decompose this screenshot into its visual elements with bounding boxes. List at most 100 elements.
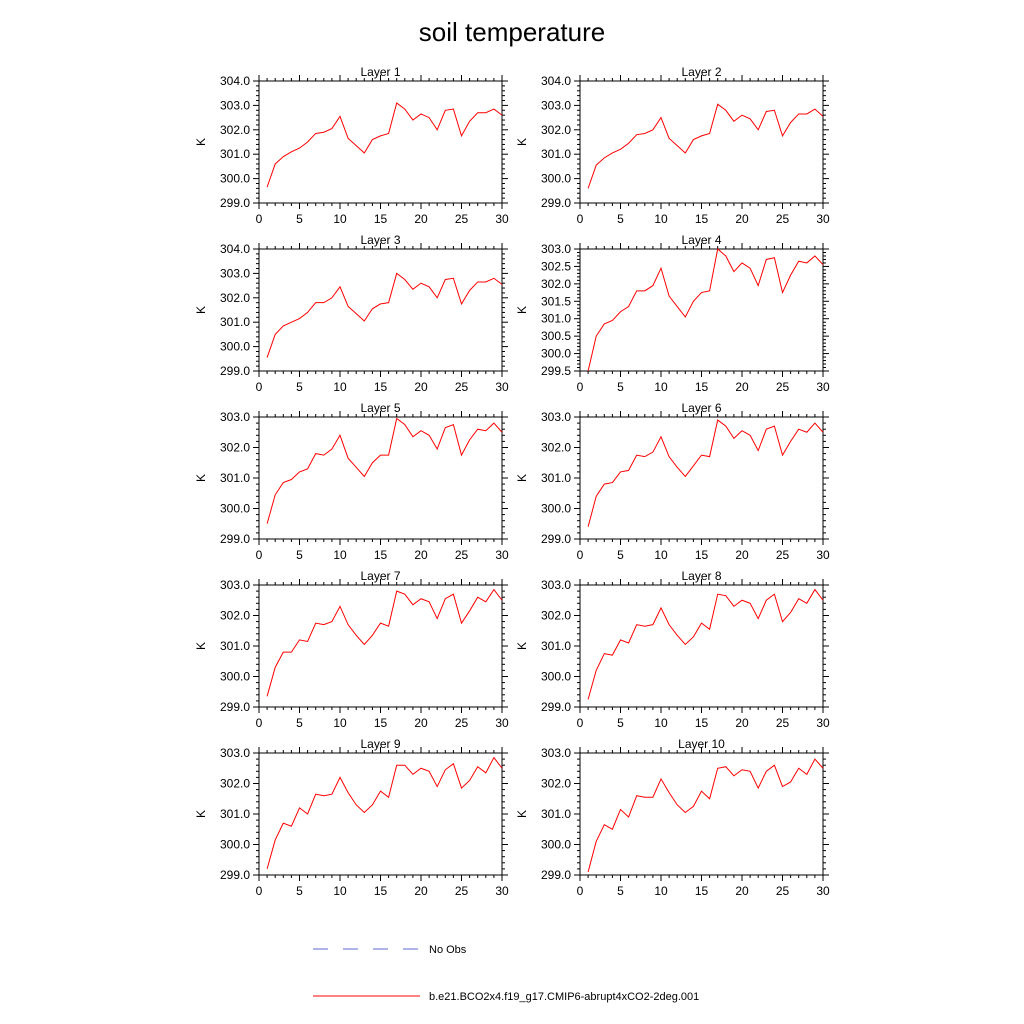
x-tick-label: 0: [256, 548, 263, 562]
x-tick-label: 0: [256, 716, 263, 730]
panel-title: Layer 6: [681, 401, 721, 415]
x-tick-label: 5: [617, 716, 624, 730]
panel-layer-9: Layer 9 K 299.0 300.0 301.0 302.0 303.0 0 5 10 15 2…: [194, 737, 509, 898]
y-tick-label: 301.0: [220, 147, 250, 161]
x-tick-label: 25: [776, 212, 790, 226]
x-tick-label: 10: [333, 380, 347, 394]
legend: No Obs b.e21.BCO2x4.f19_g17.CMIP6-abrupt…: [313, 944, 699, 1003]
x-tick-label: 15: [374, 380, 388, 394]
x-tick-label: 15: [695, 548, 709, 562]
x-tick-label: 25: [455, 380, 469, 394]
x-tick-label: 5: [617, 380, 624, 394]
y-tick-label: 301.0: [541, 471, 571, 485]
series-line: [266, 417, 503, 524]
y-tick-label: 299.0: [541, 700, 571, 714]
y-tick-label: 303.0: [541, 578, 571, 592]
x-tick-label: 5: [617, 548, 624, 562]
x-tick-label: 20: [414, 716, 428, 730]
y-tick-label: 303.0: [541, 98, 571, 112]
x-tick-label: 30: [495, 380, 509, 394]
panel-layer-7: Layer 7 K 299.0 300.0 301.0 302.0 303.0 0 5 10 15 2…: [194, 569, 509, 730]
x-tick-label: 20: [735, 380, 749, 394]
x-tick-label: 0: [256, 884, 263, 898]
x-tick-label: 20: [735, 212, 749, 226]
x-tick-label: 30: [495, 212, 509, 226]
y-tick-label: 302.0: [220, 609, 250, 623]
x-tick-label: 15: [695, 884, 709, 898]
y-axis-label: K: [515, 306, 529, 314]
y-tick-label: 299.0: [220, 868, 250, 882]
x-tick-label: 25: [776, 884, 790, 898]
x-tick-label: 0: [577, 716, 584, 730]
y-tick-label: 300.0: [220, 670, 250, 684]
y-tick-label: 302.0: [220, 777, 250, 791]
y-tick-label: 300.0: [220, 838, 250, 852]
x-tick-label: 30: [816, 380, 830, 394]
y-tick-label: 300.0: [541, 172, 571, 186]
x-tick-label: 15: [374, 548, 388, 562]
y-tick-label: 301.0: [220, 471, 250, 485]
series-line: [587, 758, 824, 873]
y-tick-label: 300.5: [541, 329, 571, 343]
panel-layer-1: Layer 1 K 299.0 300.0 301.0 302.0 303.0 304.0 0 5…: [194, 65, 509, 226]
panel-title: Layer 10: [678, 737, 725, 751]
panel-title: Layer 1: [360, 65, 400, 79]
series-line: [587, 588, 824, 700]
plot-frame: [579, 752, 824, 876]
y-tick-label: 301.0: [220, 315, 250, 329]
y-axis-label: K: [515, 474, 529, 482]
panel-layer-6: Layer 6 K 299.0 300.0 301.0 302.0 303.0 0 5 10 15 2…: [515, 401, 830, 562]
y-tick-label: 302.0: [541, 123, 571, 137]
panel-title: Layer 5: [360, 401, 400, 415]
y-tick-label: 303.0: [541, 242, 571, 256]
y-tick-label: 304.0: [541, 74, 571, 88]
plot-frame: [258, 416, 503, 540]
x-tick-label: 25: [455, 548, 469, 562]
x-tick-label: 30: [495, 884, 509, 898]
panel-layer-10: Layer 10 K 299.0 300.0 301.0 302.0 303.0 0 5 10 15…: [515, 737, 830, 898]
x-tick-label: 5: [296, 212, 303, 226]
x-tick-label: 30: [816, 716, 830, 730]
y-tick-label: 301.0: [220, 639, 250, 653]
plot-frame: [258, 752, 503, 876]
y-tick-label: 302.0: [220, 291, 250, 305]
series-line: [266, 756, 503, 870]
x-tick-label: 30: [816, 884, 830, 898]
y-tick-label: 302.0: [220, 441, 250, 455]
y-axis-label: K: [515, 138, 529, 146]
y-tick-label: 304.0: [220, 242, 250, 256]
y-tick-label: 300.0: [541, 670, 571, 684]
panel-title: Layer 8: [681, 569, 721, 583]
y-tick-label: 300.0: [541, 502, 571, 516]
panel-title: Layer 3: [360, 233, 400, 247]
y-tick-label: 302.0: [541, 277, 571, 291]
y-tick-label: 300.0: [220, 340, 250, 354]
legend-no-obs-label: No Obs: [429, 944, 467, 956]
series-line: [266, 272, 503, 358]
x-tick-label: 0: [577, 212, 584, 226]
y-tick-label: 302.0: [541, 441, 571, 455]
y-tick-label: 303.0: [220, 746, 250, 760]
y-tick-label: 299.5: [541, 364, 571, 378]
x-tick-label: 5: [296, 380, 303, 394]
plot-frame: [258, 80, 503, 204]
y-tick-label: 303.0: [220, 98, 250, 112]
x-tick-label: 10: [654, 884, 668, 898]
y-tick-label: 300.0: [220, 172, 250, 186]
y-axis-label: K: [515, 810, 529, 818]
plot-frame: [579, 584, 824, 708]
y-tick-label: 299.0: [220, 532, 250, 546]
series-line: [587, 419, 824, 527]
x-tick-label: 30: [816, 548, 830, 562]
x-tick-label: 20: [414, 212, 428, 226]
x-tick-label: 15: [374, 716, 388, 730]
y-tick-label: 299.0: [541, 196, 571, 210]
y-tick-label: 299.0: [220, 700, 250, 714]
series-line: [266, 102, 503, 188]
y-tick-label: 303.0: [541, 410, 571, 424]
x-tick-label: 0: [256, 212, 263, 226]
x-tick-label: 10: [654, 212, 668, 226]
x-tick-label: 10: [333, 212, 347, 226]
x-tick-label: 25: [776, 548, 790, 562]
